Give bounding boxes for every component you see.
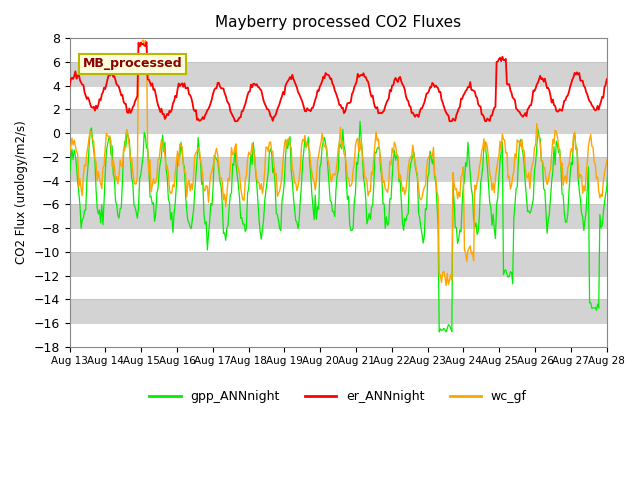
Y-axis label: CO2 Flux (urology/m2/s): CO2 Flux (urology/m2/s) (15, 120, 28, 264)
Bar (70, 252, 607, 276)
Bar (70, 85, 607, 109)
Title: Mayberry processed CO2 Fluxes: Mayberry processed CO2 Fluxes (215, 15, 461, 30)
Bar (70, 204, 607, 228)
Bar (70, 228, 607, 252)
Bar (70, 133, 607, 157)
Bar (70, 109, 607, 133)
Bar (70, 38, 607, 62)
Text: MB_processed: MB_processed (83, 58, 182, 71)
Bar (70, 62, 607, 85)
Bar (70, 323, 607, 347)
Bar (70, 299, 607, 323)
Legend: gpp_ANNnight, er_ANNnight, wc_gf: gpp_ANNnight, er_ANNnight, wc_gf (144, 385, 532, 408)
Bar (70, 157, 607, 180)
Bar (70, 180, 607, 204)
Bar (70, 276, 607, 299)
